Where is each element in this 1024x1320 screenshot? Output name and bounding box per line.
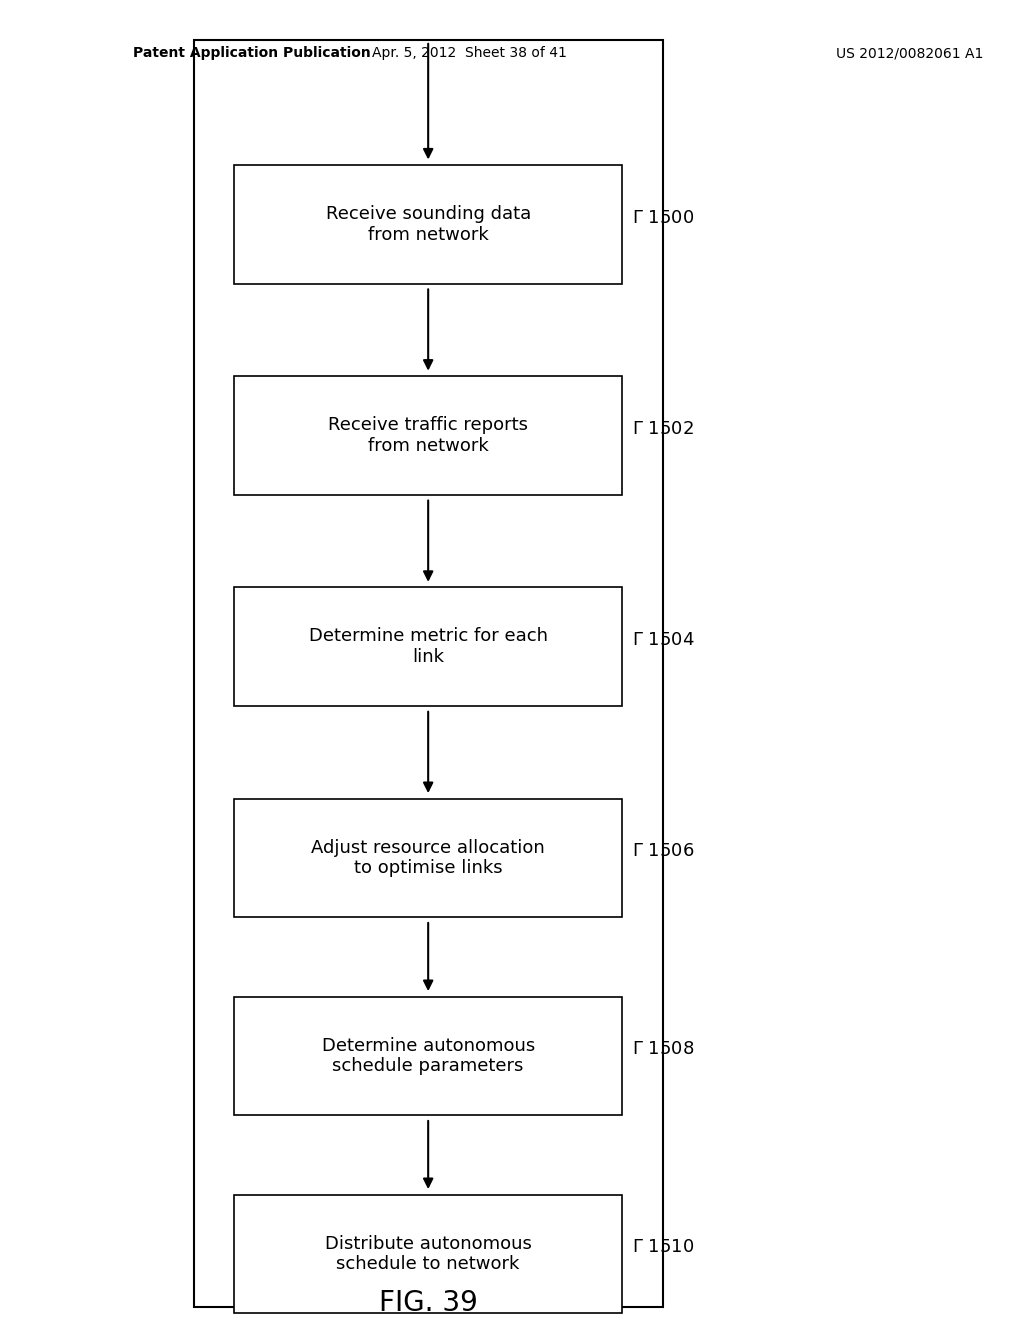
Text: Receive traffic reports
from network: Receive traffic reports from network: [328, 416, 528, 455]
Text: $\Gamma$ 1506: $\Gamma$ 1506: [632, 842, 694, 861]
Text: $\Gamma$ 1502: $\Gamma$ 1502: [632, 420, 694, 438]
Text: Determine autonomous
schedule parameters: Determine autonomous schedule parameters: [322, 1036, 535, 1076]
Text: $\Gamma$ 1504: $\Gamma$ 1504: [632, 631, 694, 649]
Text: FIG. 39: FIG. 39: [379, 1290, 477, 1317]
FancyBboxPatch shape: [194, 40, 663, 1307]
FancyBboxPatch shape: [234, 587, 622, 706]
FancyBboxPatch shape: [234, 165, 622, 284]
FancyBboxPatch shape: [234, 799, 622, 917]
Text: Adjust resource allocation
to optimise links: Adjust resource allocation to optimise l…: [311, 838, 545, 878]
Text: US 2012/0082061 A1: US 2012/0082061 A1: [836, 46, 983, 61]
Text: $\Gamma$ 1510: $\Gamma$ 1510: [632, 1238, 694, 1257]
FancyBboxPatch shape: [234, 1195, 622, 1313]
Text: $\Gamma$ 1500: $\Gamma$ 1500: [632, 209, 694, 227]
Text: Distribute autonomous
schedule to network: Distribute autonomous schedule to networ…: [325, 1234, 531, 1274]
FancyBboxPatch shape: [234, 376, 622, 495]
Text: Patent Application Publication: Patent Application Publication: [132, 46, 371, 61]
Text: Apr. 5, 2012  Sheet 38 of 41: Apr. 5, 2012 Sheet 38 of 41: [372, 46, 566, 61]
FancyBboxPatch shape: [234, 997, 622, 1115]
Text: Determine metric for each
link: Determine metric for each link: [308, 627, 548, 667]
Text: $\Gamma$ 1508: $\Gamma$ 1508: [632, 1040, 694, 1059]
Text: Receive sounding data
from network: Receive sounding data from network: [326, 205, 530, 244]
